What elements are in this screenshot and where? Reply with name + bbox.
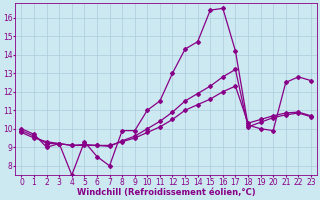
- X-axis label: Windchill (Refroidissement éolien,°C): Windchill (Refroidissement éolien,°C): [77, 188, 255, 197]
